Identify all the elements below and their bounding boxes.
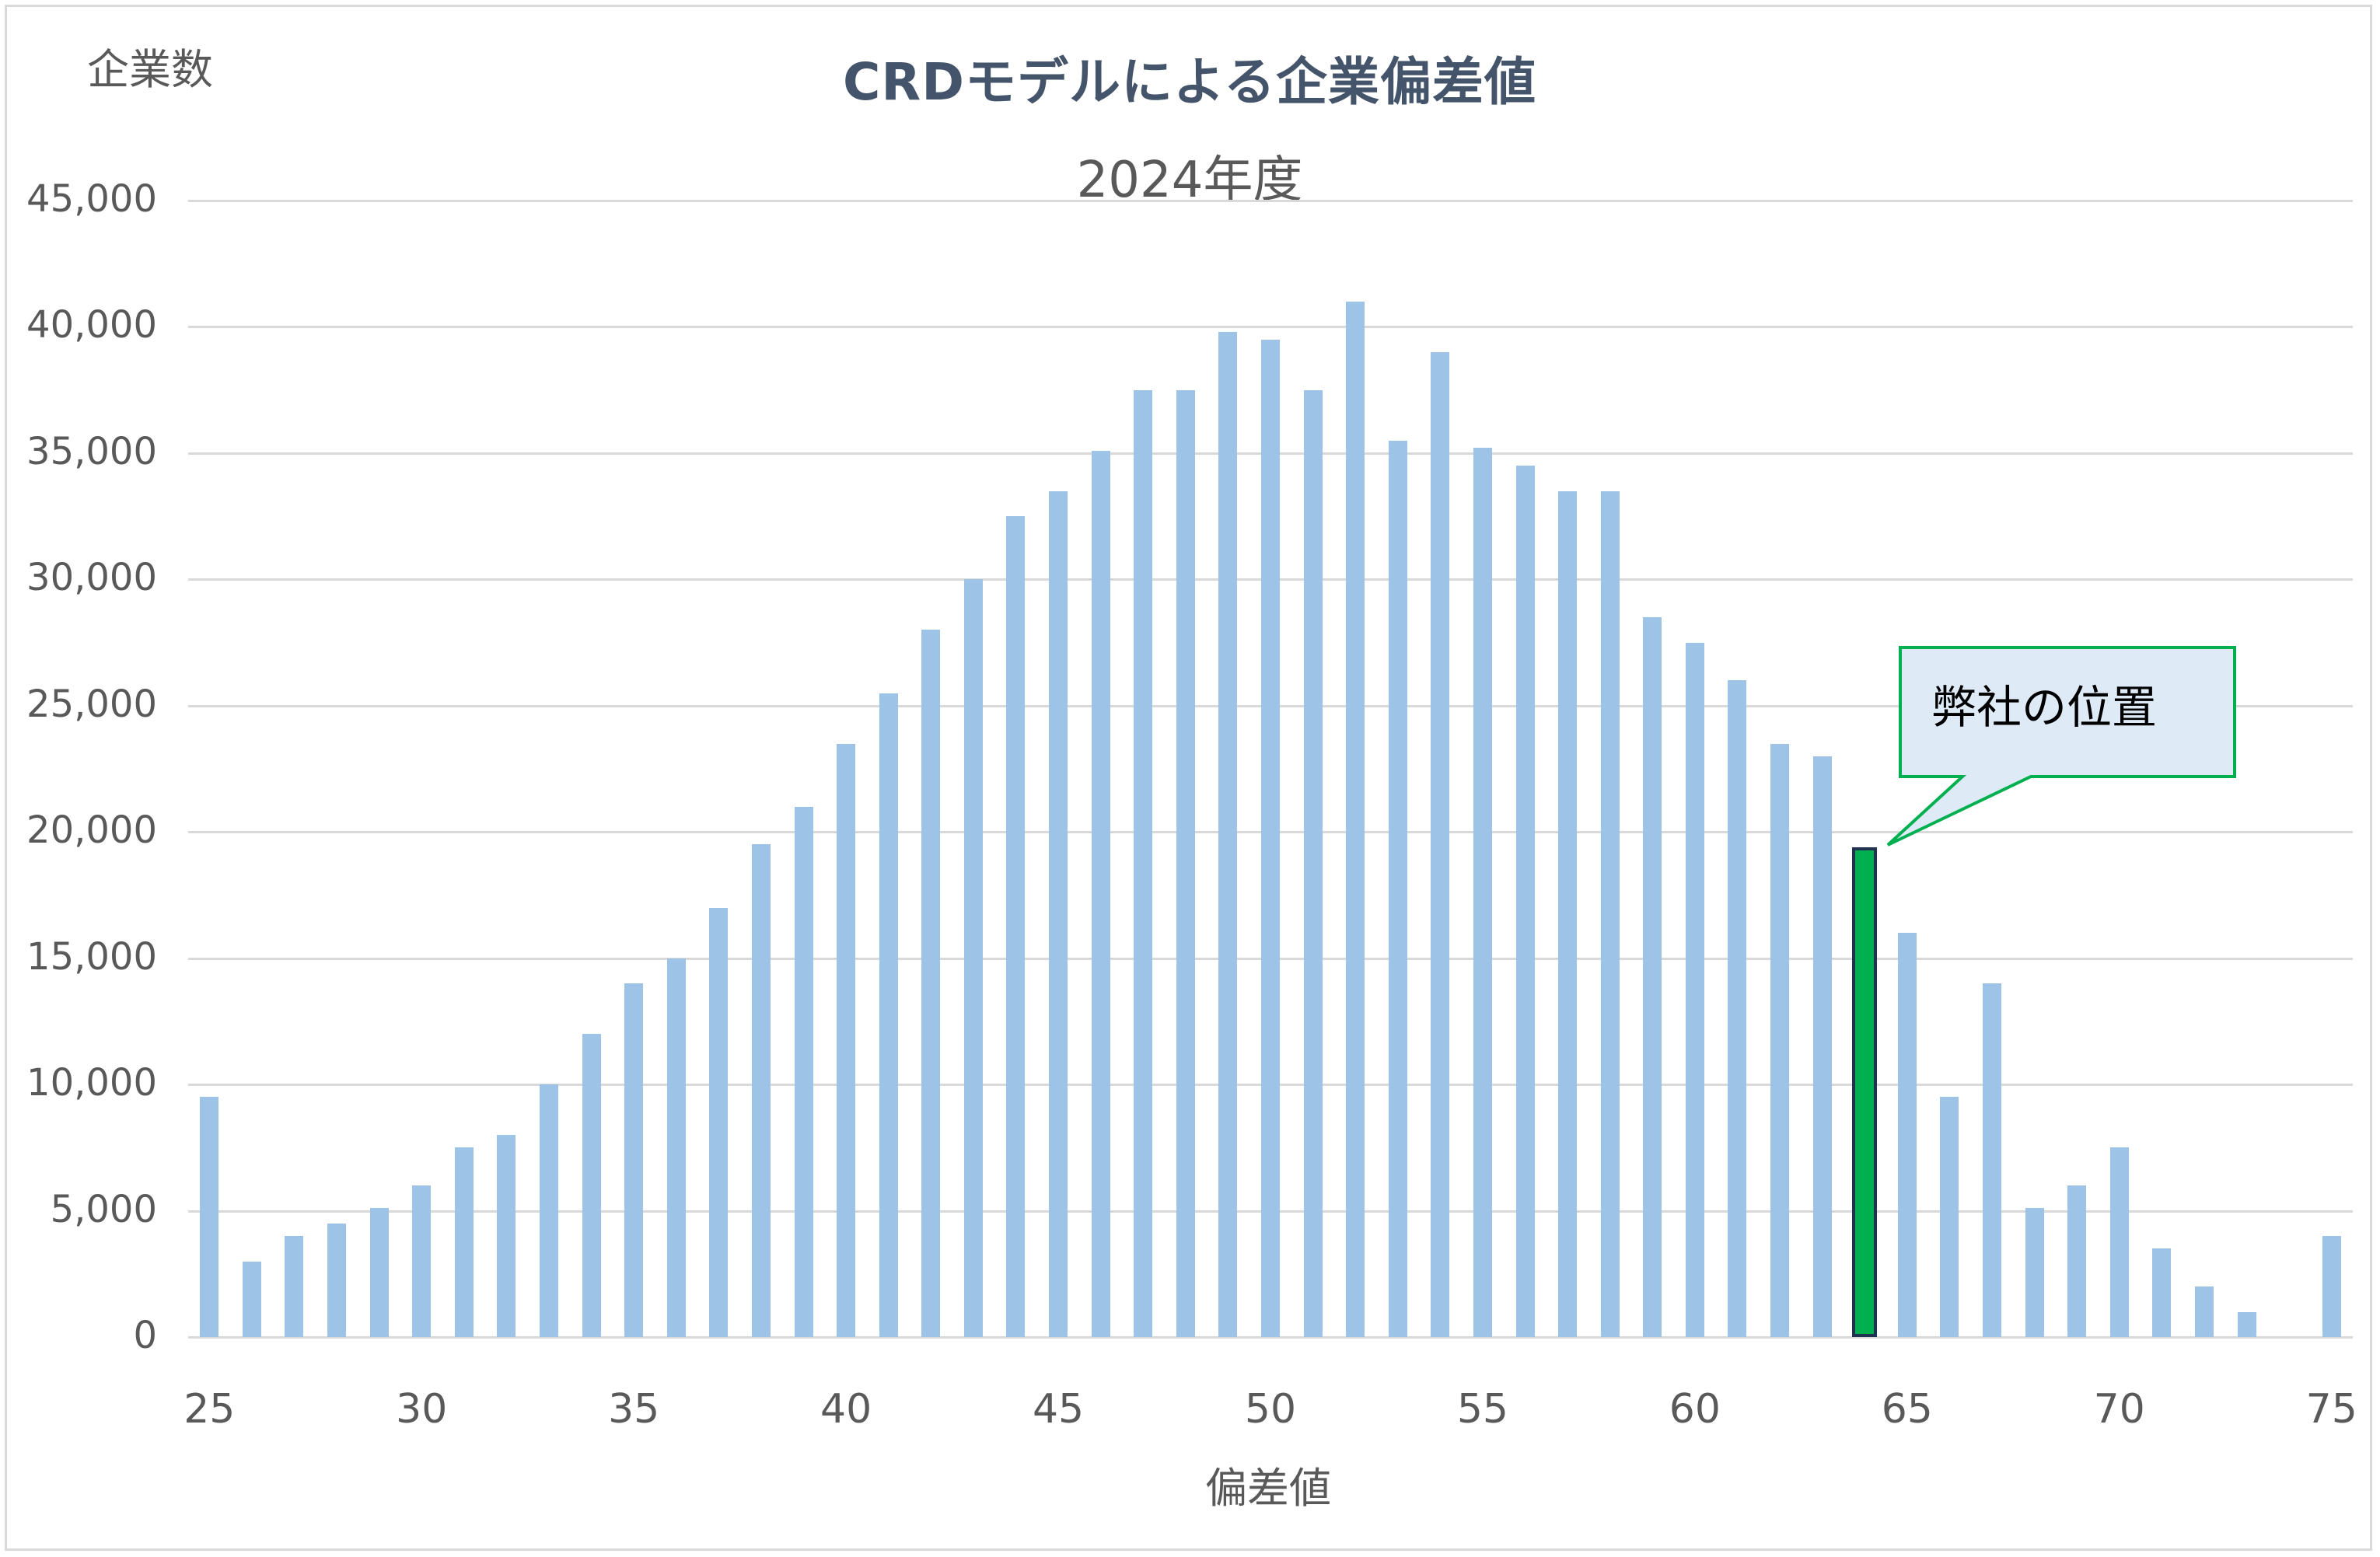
x-tick-label: 50	[1244, 1386, 1297, 1433]
gridline	[188, 326, 2353, 329]
bar	[1388, 440, 1407, 1337]
y-tick-label: 15,000	[26, 934, 157, 979]
bar	[1600, 490, 1620, 1337]
x-tick-label: 35	[608, 1386, 660, 1433]
highlight-bar	[1852, 847, 1878, 1337]
bar	[1515, 466, 1535, 1337]
bar	[2152, 1248, 2172, 1337]
callout-label: 弊社の位置	[1931, 681, 2158, 734]
bar	[2322, 1236, 2341, 1337]
bar	[2025, 1208, 2044, 1337]
bar	[582, 1034, 601, 1337]
bar	[1983, 983, 2001, 1337]
chart-frame	[5, 5, 2372, 1551]
bar	[963, 579, 983, 1337]
bar	[1940, 1097, 1959, 1337]
bar	[1006, 516, 1026, 1337]
bar	[1770, 743, 1790, 1337]
bar	[624, 983, 644, 1337]
y-tick-label: 35,000	[26, 429, 157, 473]
y-tick-label: 20,000	[26, 808, 157, 853]
bar	[1643, 617, 1662, 1337]
bar	[200, 1097, 219, 1337]
bar	[1346, 301, 1365, 1337]
bar	[1134, 389, 1153, 1337]
bar	[327, 1223, 347, 1337]
bar	[751, 844, 771, 1337]
gridline	[188, 200, 2353, 202]
x-axis-label: 偏差値	[1205, 1464, 1331, 1513]
y-tick-label: 0	[133, 1314, 157, 1357]
bar	[1303, 389, 1323, 1337]
bar	[837, 743, 856, 1337]
bar	[412, 1185, 432, 1337]
bar	[1218, 331, 1238, 1337]
x-tick-label: 25	[183, 1386, 236, 1433]
bar	[497, 1135, 516, 1337]
bar	[1558, 490, 1578, 1337]
bar	[1431, 351, 1450, 1337]
x-tick-label: 30	[396, 1386, 448, 1433]
gridline	[188, 1336, 2353, 1339]
bar	[2237, 1311, 2256, 1337]
bar	[2194, 1286, 2214, 1337]
bar	[709, 907, 729, 1337]
bar	[454, 1147, 474, 1337]
y-tick-label: 45,000	[26, 177, 157, 221]
bar	[1091, 450, 1110, 1337]
bar	[1728, 680, 1747, 1337]
bar	[879, 693, 898, 1337]
bar	[794, 806, 813, 1337]
y-axis-label: 企業数	[87, 45, 213, 94]
bar	[242, 1261, 261, 1337]
bar	[2109, 1147, 2129, 1337]
bar	[1897, 933, 1917, 1337]
x-tick-label: 65	[1881, 1386, 1933, 1433]
bar	[1049, 490, 1068, 1337]
x-tick-label: 45	[1032, 1386, 1085, 1433]
chart-subtitle: 2024年度	[1076, 152, 1303, 209]
y-tick-label: 40,000	[26, 303, 157, 347]
company-position-callout: 弊社の位置	[1886, 646, 2236, 847]
x-tick-label: 55	[1456, 1386, 1509, 1433]
bar	[1812, 756, 1832, 1337]
x-tick-label: 70	[2093, 1386, 2145, 1433]
bar	[921, 630, 941, 1337]
bar	[2067, 1185, 2087, 1337]
bar	[285, 1236, 304, 1337]
y-tick-label: 10,000	[26, 1061, 157, 1105]
bar	[1685, 642, 1704, 1337]
bar	[540, 1084, 558, 1337]
callout-shape	[1886, 646, 2236, 847]
bar	[666, 958, 686, 1337]
y-tick-label: 5,000	[50, 1187, 157, 1231]
x-tick-label: 75	[2305, 1386, 2357, 1433]
x-tick-label: 60	[1669, 1386, 1721, 1433]
plot-area: 0 5,000 10,000 15,000 20,000 25,000 30,000 35,0…	[26, 177, 2357, 1433]
bar	[1473, 448, 1492, 1337]
y-tick-label: 30,000	[26, 556, 157, 600]
bar	[369, 1208, 389, 1337]
chart-title: CRDモデルによる企業偏差値	[842, 52, 1537, 112]
bar	[1261, 339, 1280, 1337]
bar	[1176, 389, 1195, 1337]
x-tick-label: 40	[820, 1386, 872, 1433]
y-tick-label: 25,000	[26, 682, 157, 726]
